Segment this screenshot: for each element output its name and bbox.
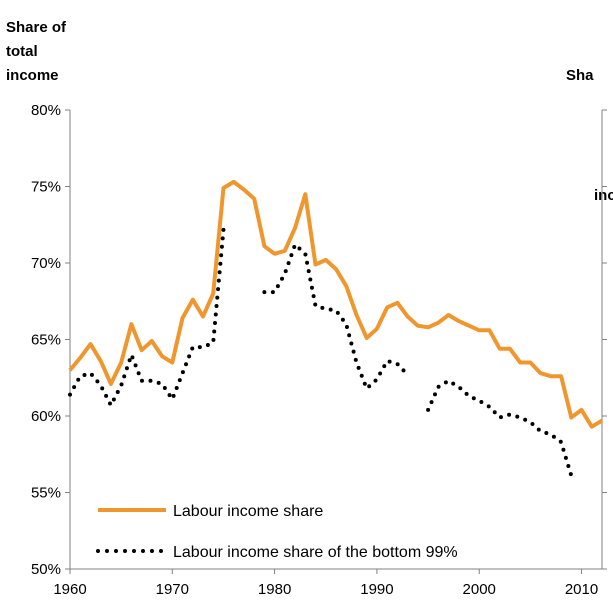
legend-label-labour-income-share: Labour income share <box>173 503 323 520</box>
left-axis-title: Share of total income <box>6 16 116 88</box>
x-tick-label: 2000 <box>463 581 496 598</box>
x-tick-label: 1980 <box>258 581 291 598</box>
x-tick-label: 2010 <box>565 581 598 598</box>
series-line-labour-income-share <box>68 179 604 429</box>
legend-label-bottom-99-share: Labour income share of the bottom 99% <box>173 544 458 561</box>
series-line-bottom-99-share <box>68 227 574 478</box>
right-axis-title-line-1: Sha <box>566 67 594 84</box>
x-tick-label: 1990 <box>360 581 393 598</box>
x-tick-label: 1960 <box>53 581 86 598</box>
left-axis-title-line-2: total <box>6 43 38 60</box>
right-axis-title: Sha inc <box>566 16 613 232</box>
chart-axes <box>69 110 603 570</box>
x-tick-label: 1970 <box>156 581 189 598</box>
y-tick-label: 55% <box>31 485 61 502</box>
y-tick-label: 65% <box>31 332 61 349</box>
left-axis-title-line-3: income <box>6 67 59 84</box>
x-axis-ticks: 1960 1970 1980 1990 2000 2010 <box>53 569 598 598</box>
legend: Labour income share Labour income share o… <box>96 503 458 561</box>
y-tick-label: 60% <box>31 408 61 425</box>
y-axis-ticks: 50% 55% 60% 65% 70% 75% 80% <box>31 102 607 578</box>
y-tick-label: 80% <box>31 102 61 119</box>
y-tick-label: 70% <box>31 255 61 272</box>
series-lines <box>68 179 604 478</box>
left-axis-title-line-1: Share of <box>6 19 67 36</box>
right-axis-title-line-3: inc <box>594 187 613 204</box>
y-tick-label: 75% <box>31 179 61 196</box>
y-tick-label: 50% <box>31 561 61 578</box>
